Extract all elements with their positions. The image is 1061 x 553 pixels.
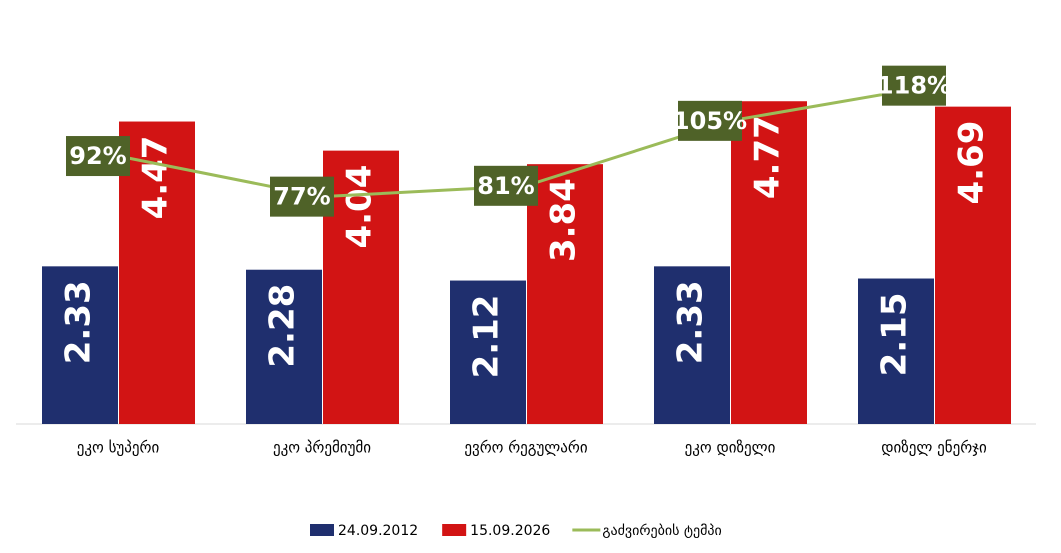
value-label-box xyxy=(270,176,334,217)
bar-value-label: 2.12 xyxy=(467,295,507,379)
line-value-label: 92% xyxy=(69,142,126,170)
legend-swatch xyxy=(442,524,467,536)
line-value-label: 77% xyxy=(273,183,330,211)
value-label-box xyxy=(474,165,538,206)
line-value-label: 81% xyxy=(477,172,534,200)
x-tick-label: ეკო დიზელი xyxy=(685,439,776,457)
bar-value-label: 2.33 xyxy=(59,280,99,364)
bar xyxy=(935,106,1011,424)
legend-label: 15.09.2026 xyxy=(470,523,550,539)
legend-label: გაძვირების ტემპი xyxy=(602,522,721,539)
x-tick-label: ევრო რეგულარი xyxy=(464,439,587,457)
bar-value-label: 4.04 xyxy=(340,165,380,249)
x-tick-label: ეკო პრემიუმი xyxy=(273,439,371,457)
bar-value-label: 3.84 xyxy=(544,178,584,262)
value-label-box xyxy=(66,136,130,177)
bar xyxy=(654,266,730,424)
bar xyxy=(527,164,603,424)
bar xyxy=(42,266,118,424)
bar-value-label: 4.77 xyxy=(748,115,788,199)
bar-value-label: 2.28 xyxy=(263,284,303,368)
value-label-box xyxy=(678,100,742,141)
bar xyxy=(119,121,195,424)
bar-value-label: 2.33 xyxy=(671,280,711,364)
value-label-box xyxy=(882,65,946,106)
x-tick-label: ეკო სუპერი xyxy=(77,439,160,457)
x-tick-label: დიზელ ენერჯი xyxy=(881,439,987,457)
bar-value-label: 4.69 xyxy=(952,121,992,205)
line-value-label: 118% xyxy=(877,72,951,100)
bar-value-label: 2.15 xyxy=(875,293,915,377)
bar xyxy=(858,278,934,424)
legend-swatch xyxy=(310,524,334,536)
legend-label: 24.09.2012 xyxy=(338,523,418,539)
bar-value-label: 4.47 xyxy=(136,136,176,220)
bar xyxy=(450,280,526,424)
line-value-label: 105% xyxy=(673,107,747,135)
bar xyxy=(731,101,807,424)
bar xyxy=(246,269,322,424)
